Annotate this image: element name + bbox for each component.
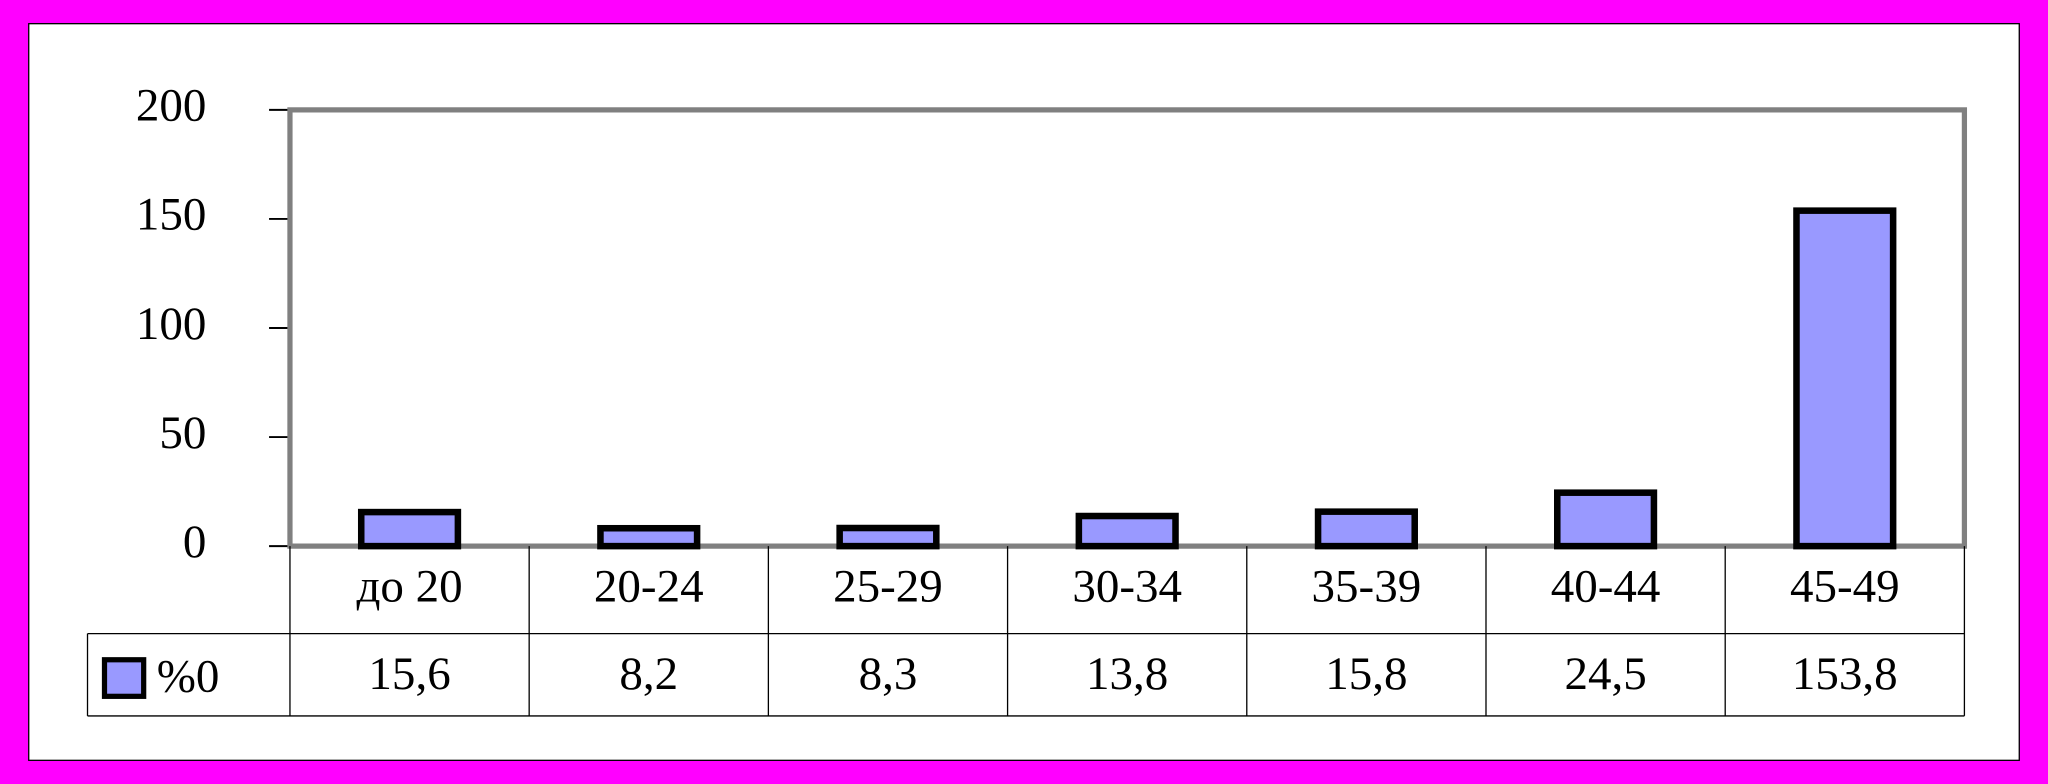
- bar: [1554, 489, 1658, 550]
- bar: [597, 524, 701, 550]
- value-label: 15,6: [368, 648, 450, 700]
- value-label: 8,2: [619, 648, 678, 700]
- category-label: до 20: [356, 560, 462, 612]
- bar: [1075, 512, 1179, 550]
- category-label: 20-24: [594, 560, 704, 612]
- value-label: 153,8: [1792, 648, 1898, 700]
- y-tick-label: 100: [136, 298, 207, 350]
- category-label: 25-29: [833, 560, 943, 612]
- y-tick-label: 150: [136, 189, 207, 241]
- bar: [836, 524, 940, 550]
- category-label: 40-44: [1551, 560, 1661, 612]
- category-label: 45-49: [1790, 560, 1900, 612]
- bar: [1793, 207, 1897, 550]
- y-tick-label: 200: [136, 80, 207, 132]
- legend-swatch: [101, 657, 147, 699]
- bar: [1314, 508, 1418, 550]
- bar: [357, 508, 462, 550]
- category-label: 30-34: [1072, 560, 1182, 612]
- value-label: 15,8: [1325, 648, 1407, 700]
- legend-label: %0: [157, 650, 220, 702]
- chart-background: [28, 23, 2020, 761]
- value-label: 13,8: [1086, 648, 1168, 700]
- y-tick-label: 0: [183, 516, 207, 568]
- category-label: 35-39: [1312, 560, 1422, 612]
- value-label: 8,3: [859, 648, 918, 700]
- value-label: 24,5: [1564, 648, 1646, 700]
- y-tick-label: 50: [159, 407, 206, 459]
